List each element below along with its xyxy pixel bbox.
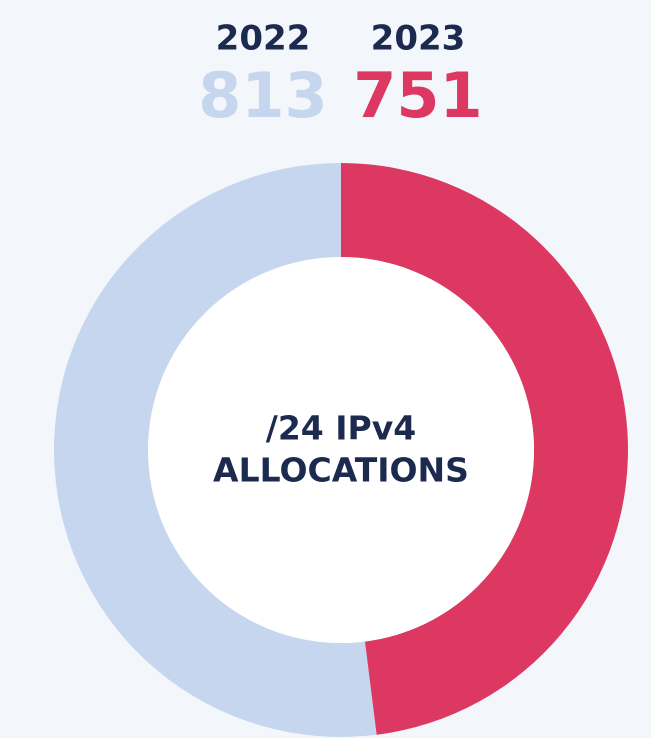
donut-hole: [148, 257, 534, 643]
value-label: 751: [353, 59, 482, 132]
center-label: /24 IPv4: [266, 409, 416, 448]
center-label: ALLOCATIONS: [213, 451, 469, 490]
donut-segment: [341, 163, 629, 735]
value-label: 813: [198, 59, 327, 132]
donut-segment: [54, 163, 377, 737]
legend-year: 2022: [216, 19, 311, 59]
legend-year: 2023: [371, 19, 466, 59]
